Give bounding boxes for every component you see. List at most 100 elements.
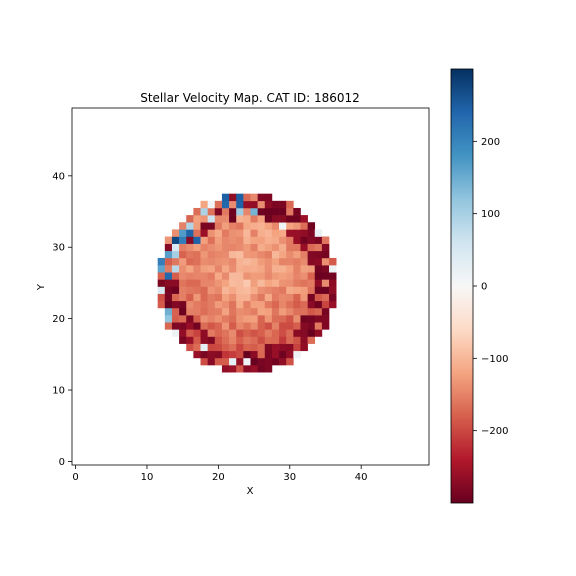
heatmap-cell [314,236,323,244]
heatmap-cell [236,207,244,216]
heatmap-cell [286,336,294,344]
heatmap-cell [207,243,216,252]
heatmap-cell [243,222,251,230]
heatmap-cell [200,265,208,273]
heatmap-cell [271,315,280,323]
heatmap-cell [171,272,180,280]
x-tick-label: 0 [72,472,78,483]
heatmap-cell [279,222,287,230]
heatmap-cell [236,222,244,230]
heatmap-cell [250,322,258,330]
heatmap-cell [300,315,308,323]
heatmap-cell [300,250,308,259]
heatmap-cell [264,279,273,287]
heatmap-cell [243,307,251,316]
heatmap-cell [243,336,251,344]
heatmap-cell [157,265,166,273]
heatmap-cell [207,336,216,344]
heatmap-cell [221,243,230,252]
heatmap-cell [314,229,323,237]
heatmap-cell [171,250,180,259]
heatmap-cell [300,272,308,280]
heatmap-cell [264,357,273,366]
heatmap-cell [236,215,244,223]
heatmap-cell [279,243,287,252]
heatmap-cell [186,272,194,280]
heatmap-cell [236,357,244,366]
heatmap-cell [236,307,244,316]
heatmap-cell [293,236,301,244]
heatmap-cell [293,265,301,273]
heatmap-cell [293,272,301,280]
heatmap-cell [179,336,187,344]
heatmap-cell [186,307,194,316]
heatmap-cell [264,250,273,259]
heatmap-cell [200,229,208,237]
heatmap-cell [307,300,316,309]
heatmap-cell [229,243,237,252]
heatmap-cell [164,272,173,280]
heatmap-cell [207,307,216,316]
heatmap-cell [307,222,316,230]
heatmap-cell [329,272,337,280]
heatmap-cell [271,307,280,316]
heatmap-cell [271,243,280,252]
heatmap-cell [193,265,201,273]
heatmap-cell [229,279,237,287]
heatmap-cell [257,286,266,294]
heatmap-cell [236,193,244,202]
heatmap-cell [214,222,223,230]
heatmap-cell [243,229,251,237]
heatmap-cell [186,250,194,259]
heatmap-cell [207,272,216,280]
heatmap-cell [264,350,273,359]
heatmap-cell [236,300,244,309]
heatmap-cell [314,272,323,280]
heatmap-cell [279,229,287,237]
y-tick-label: 40 [52,171,65,182]
heatmap-cell [279,279,287,287]
heatmap-cell [236,336,244,344]
heatmap-cell [193,315,201,323]
heatmap-cell [236,293,244,302]
heatmap-cell [286,215,294,223]
heatmap-cell [286,329,294,337]
heatmap-cell [321,265,330,273]
heatmap-cell [307,279,316,287]
heatmap-cell [214,243,223,252]
heatmap-cell [314,322,323,330]
heatmap-cell [264,329,273,337]
heatmap-cell [314,300,323,309]
heatmap-cell [200,336,208,344]
heatmap-cell [186,215,194,223]
heatmap-cell [300,243,308,252]
heatmap-cell [307,257,316,266]
heatmap-cell [286,207,294,216]
heatmap-cell [207,343,216,352]
heatmap-cell [193,250,201,259]
heatmap-cell [171,329,180,337]
heatmap-cell [271,250,280,259]
heatmap-cell [193,279,201,287]
heatmap-cell [157,279,166,287]
heatmap-cell [293,243,301,252]
heatmap-cell [207,250,216,259]
heatmap-cell [250,257,258,266]
heatmap-cell [186,315,194,323]
heatmap-cell [171,300,180,309]
heatmap-cell [286,350,294,359]
heatmap-cell [229,293,237,302]
heatmap-cell [214,207,223,216]
heatmap-cell [229,365,237,373]
heatmap-cell [229,236,237,244]
heatmap-cell [193,286,201,294]
heatmap-cell [200,257,208,266]
heatmap-cell [179,300,187,309]
heatmap-cell [221,315,230,323]
heatmap-cell [257,300,266,309]
heatmap-cell [207,222,216,230]
heatmap-cell [207,329,216,337]
heatmap-cell [236,236,244,244]
heatmap-cell [193,350,201,359]
heatmap-cell [221,365,230,373]
